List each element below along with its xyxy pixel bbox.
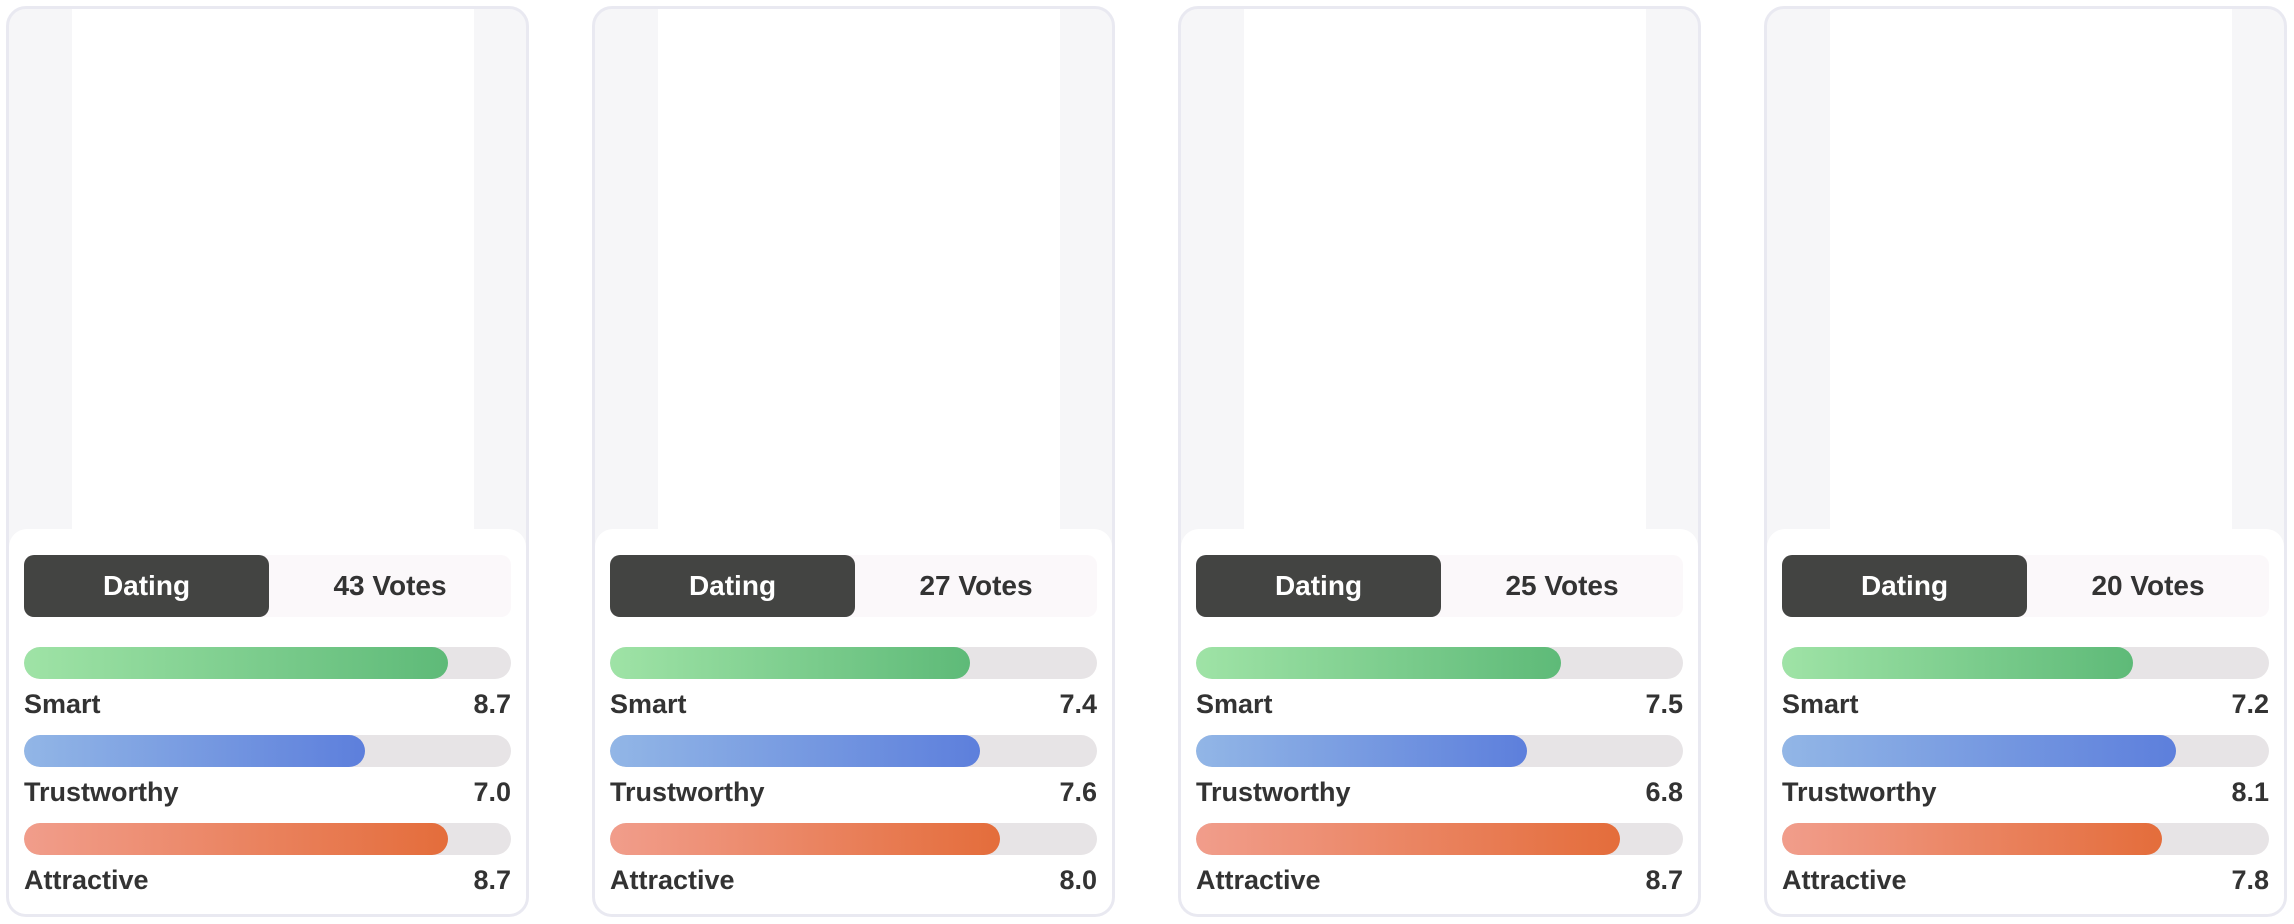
trustworthy-value: 8.1 [2231, 777, 2269, 807]
trustworthy-label: Trustworthy [24, 777, 179, 807]
result-card[interactable]: Dating 43 Votes Smart 8.7 Trustworthy 7.… [6, 6, 529, 917]
metric-attractive: Attractive 8.0 [610, 823, 1097, 895]
metric-smart: Smart 7.5 [1196, 647, 1683, 719]
attractive-value: 7.8 [2231, 865, 2269, 895]
attractive-fill [1782, 823, 2162, 855]
trustworthy-value: 7.6 [1059, 777, 1097, 807]
smart-fill [1196, 647, 1562, 679]
rating-panel: Dating 43 Votes Smart 8.7 Trustworthy 7.… [9, 529, 526, 914]
profile-photo [1830, 9, 2232, 529]
results-grid: Dating 43 Votes Smart 8.7 Trustworthy 7.… [6, 6, 2287, 917]
votes-count: 43 Votes [333, 570, 447, 601]
attractive-value: 8.7 [1645, 865, 1683, 895]
smart-value: 8.7 [473, 689, 511, 719]
trustworthy-fill [1782, 735, 2177, 767]
trustworthy-label: Trustworthy [1196, 777, 1351, 807]
smart-value: 7.4 [1059, 689, 1097, 719]
attractive-fill [24, 823, 448, 855]
metric-trustworthy: Trustworthy 7.0 [24, 735, 511, 807]
smart-track [1196, 647, 1683, 679]
dating-tab[interactable]: Dating [610, 555, 855, 617]
attractive-fill [610, 823, 1000, 855]
smart-fill [24, 647, 448, 679]
attractive-label: Attractive [24, 865, 149, 895]
metric-trustworthy: Trustworthy 6.8 [1196, 735, 1683, 807]
attractive-label: Attractive [1782, 865, 1907, 895]
metric-attractive: Attractive 7.8 [1782, 823, 2269, 895]
metric-trustworthy: Trustworthy 7.6 [610, 735, 1097, 807]
attractive-fill [1196, 823, 1620, 855]
rating-panel: Dating 20 Votes Smart 7.2 Trustworthy 8.… [1767, 529, 2284, 914]
result-card[interactable]: Dating 20 Votes Smart 7.2 Trustworthy 8.… [1764, 6, 2287, 917]
metric-smart: Smart 7.4 [610, 647, 1097, 719]
trustworthy-track [1782, 735, 2269, 767]
trustworthy-fill [24, 735, 365, 767]
smart-label: Smart [610, 689, 687, 719]
metric-trustworthy: Trustworthy 8.1 [1782, 735, 2269, 807]
trustworthy-fill [1196, 735, 1528, 767]
attractive-label: Attractive [1196, 865, 1321, 895]
smart-label: Smart [24, 689, 101, 719]
trustworthy-track [24, 735, 511, 767]
smart-fill [610, 647, 971, 679]
attractive-track [610, 823, 1097, 855]
attractive-label: Attractive [610, 865, 735, 895]
dating-tab[interactable]: Dating [1196, 555, 1441, 617]
smart-track [1782, 647, 2269, 679]
profile-photo [72, 9, 474, 529]
smart-value: 7.2 [2231, 689, 2269, 719]
category-tabs: Dating 20 Votes [1782, 555, 2269, 617]
rating-panel: Dating 25 Votes Smart 7.5 Trustworthy 6.… [1181, 529, 1698, 914]
trustworthy-label: Trustworthy [1782, 777, 1937, 807]
attractive-track [1782, 823, 2269, 855]
smart-label: Smart [1196, 689, 1273, 719]
votes-count: 20 Votes [2091, 570, 2205, 601]
trustworthy-track [1196, 735, 1683, 767]
smart-fill [1782, 647, 2133, 679]
smart-label: Smart [1782, 689, 1859, 719]
category-tabs: Dating 27 Votes [610, 555, 1097, 617]
metric-attractive: Attractive 8.7 [1196, 823, 1683, 895]
smart-track [24, 647, 511, 679]
attractive-value: 8.0 [1059, 865, 1097, 895]
result-card[interactable]: Dating 27 Votes Smart 7.4 Trustworthy 7.… [592, 6, 1115, 917]
attractive-value: 8.7 [473, 865, 511, 895]
votes-count: 27 Votes [919, 570, 1033, 601]
trustworthy-value: 7.0 [473, 777, 511, 807]
metric-smart: Smart 8.7 [24, 647, 511, 719]
trustworthy-fill [610, 735, 981, 767]
category-tabs: Dating 25 Votes [1196, 555, 1683, 617]
trustworthy-value: 6.8 [1645, 777, 1683, 807]
result-card[interactable]: Dating 25 Votes Smart 7.5 Trustworthy 6.… [1178, 6, 1701, 917]
trustworthy-label: Trustworthy [610, 777, 765, 807]
smart-value: 7.5 [1645, 689, 1683, 719]
trustworthy-track [610, 735, 1097, 767]
rating-panel: Dating 27 Votes Smart 7.4 Trustworthy 7.… [595, 529, 1112, 914]
profile-photo [658, 9, 1060, 529]
category-tabs: Dating 43 Votes [24, 555, 511, 617]
profile-photo [1244, 9, 1646, 529]
votes-count: 25 Votes [1505, 570, 1619, 601]
attractive-track [24, 823, 511, 855]
dating-tab[interactable]: Dating [24, 555, 269, 617]
metric-attractive: Attractive 8.7 [24, 823, 511, 895]
attractive-track [1196, 823, 1683, 855]
metric-smart: Smart 7.2 [1782, 647, 2269, 719]
smart-track [610, 647, 1097, 679]
dating-tab[interactable]: Dating [1782, 555, 2027, 617]
